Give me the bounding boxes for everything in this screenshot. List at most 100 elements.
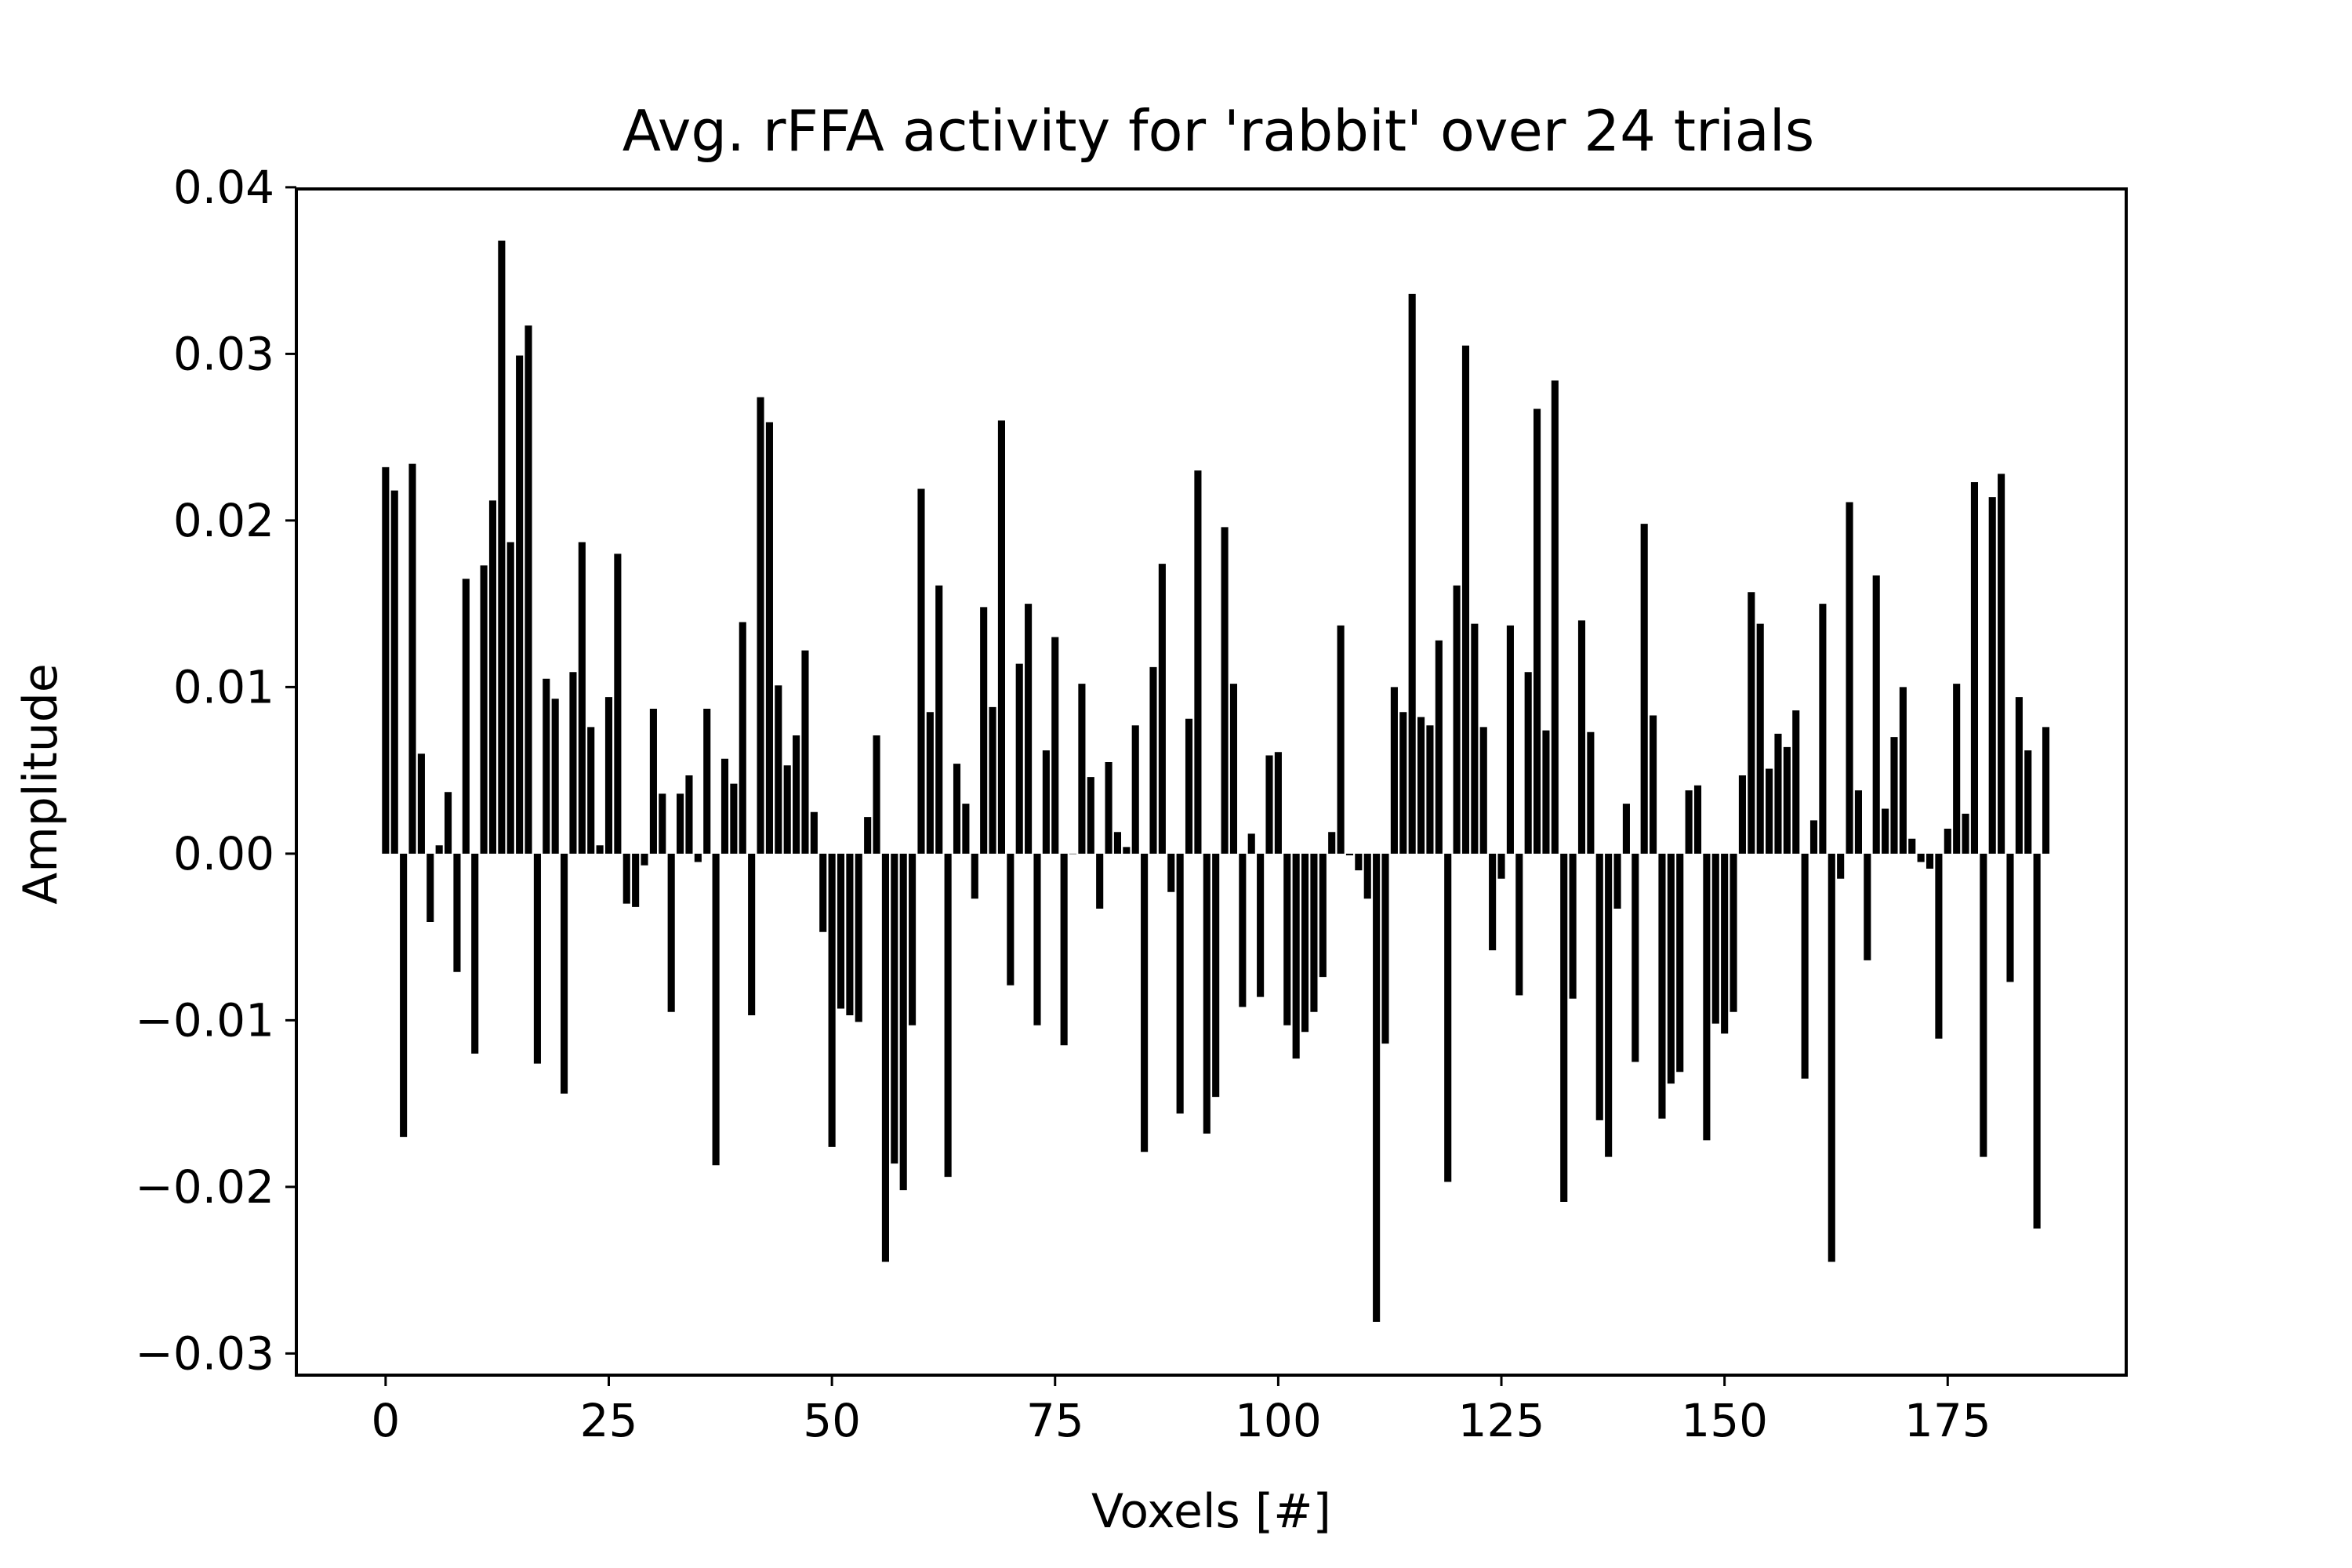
bar-voxel-118 <box>1435 640 1443 854</box>
x-tick-label: 50 <box>803 1394 861 1447</box>
bar-voxel-98 <box>1257 853 1265 997</box>
bar-voxel-167 <box>1872 575 1880 854</box>
bar-voxel-155 <box>1766 768 1773 854</box>
bar-voxel-87 <box>1158 564 1166 854</box>
bar-voxel-51 <box>837 853 845 1009</box>
bar-voxel-33 <box>677 793 684 854</box>
bar-voxel-16 <box>524 325 532 854</box>
bar-voxel-40 <box>739 622 746 854</box>
bar-voxel-68 <box>989 706 996 854</box>
bar-voxel-166 <box>1864 853 1871 960</box>
bar-voxel-135 <box>1587 731 1595 854</box>
bar-voxel-181 <box>1998 474 2005 854</box>
bar-voxel-28 <box>632 853 640 907</box>
bar-voxel-156 <box>1774 733 1782 854</box>
bar-voxel-134 <box>1577 620 1586 854</box>
bar-voxel-76 <box>1060 853 1068 1046</box>
x-tick-label: 25 <box>580 1394 638 1447</box>
bar-voxel-66 <box>971 853 978 899</box>
bar-voxel-73 <box>1033 853 1041 1025</box>
bar-voxel-67 <box>980 607 988 854</box>
bar-voxel-78 <box>1078 684 1086 854</box>
bar-voxel-137 <box>1605 853 1613 1157</box>
bar-voxel-22 <box>578 542 586 854</box>
bar-voxel-75 <box>1051 637 1059 854</box>
bar-voxel-133 <box>1569 853 1577 999</box>
bar-voxel-57 <box>891 853 898 1164</box>
bar-voxel-61 <box>926 712 934 854</box>
bar-voxel-115 <box>1408 293 1416 854</box>
bar-voxel-1 <box>390 490 398 854</box>
bar-voxel-131 <box>1551 380 1559 854</box>
bar-voxel-5 <box>426 853 434 922</box>
bar-voxel-164 <box>1846 502 1853 854</box>
bar-voxel-129 <box>1534 408 1541 854</box>
bar-voxel-23 <box>587 727 595 854</box>
bar-voxel-176 <box>1953 684 1961 854</box>
bar-voxel-150 <box>1721 853 1729 1034</box>
bar-voxel-151 <box>1730 853 1737 1012</box>
bar-voxel-168 <box>1882 808 1889 854</box>
bar-voxel-154 <box>1756 623 1764 854</box>
bar-voxel-43 <box>765 422 773 854</box>
bar-voxel-62 <box>935 585 943 854</box>
bar-voxel-148 <box>1703 853 1711 1141</box>
bar-voxel-35 <box>694 853 702 862</box>
bar-voxel-85 <box>1141 853 1149 1152</box>
bar-voxel-173 <box>1926 853 1934 869</box>
bar-voxel-39 <box>730 783 738 854</box>
bar-voxel-60 <box>917 488 925 854</box>
x-tick-label: 125 <box>1458 1394 1545 1447</box>
bar-voxel-52 <box>846 853 854 1015</box>
bar-voxel-2 <box>400 853 408 1138</box>
bar-voxel-149 <box>1711 853 1719 1024</box>
bar-voxel-80 <box>1096 853 1104 909</box>
bar-voxel-81 <box>1105 762 1112 854</box>
bar-voxel-56 <box>881 853 889 1262</box>
bar-voxel-11 <box>480 565 488 854</box>
bar-voxel-18 <box>543 678 550 854</box>
bar-voxel-97 <box>1247 833 1255 854</box>
bar-voxel-48 <box>810 811 818 854</box>
bar-voxel-179 <box>1980 853 1987 1157</box>
bar-voxel-38 <box>720 758 729 854</box>
bar-voxel-114 <box>1399 712 1407 854</box>
x-tick-label: 100 <box>1235 1394 1322 1447</box>
bar-voxel-109 <box>1355 853 1363 871</box>
y-tick-label: 0.00 <box>173 827 274 880</box>
bar-voxel-65 <box>962 804 970 854</box>
bar-voxel-184 <box>2024 750 2032 854</box>
bar-voxel-46 <box>793 735 800 854</box>
bar-voxel-15 <box>516 355 524 854</box>
bar-voxel-88 <box>1167 853 1175 892</box>
bar-voxel-162 <box>1828 853 1835 1262</box>
bar-voxel-117 <box>1426 725 1434 854</box>
bar-voxel-90 <box>1185 718 1193 854</box>
bar-voxel-127 <box>1515 853 1523 996</box>
bar-voxel-103 <box>1301 853 1309 1033</box>
x-tick-label: 150 <box>1681 1394 1768 1447</box>
bar-voxel-59 <box>909 853 916 1025</box>
y-axis-ticks: −0.03 −0.02 −0.01 0.00 0.01 0.02 0.03 0.04 <box>135 161 296 1380</box>
y-tick-label: 0.04 <box>173 161 274 214</box>
bar-voxel-12 <box>488 500 497 854</box>
bar-voxel-139 <box>1622 804 1630 854</box>
bar-voxel-64 <box>953 764 961 854</box>
bar-voxel-186 <box>2042 727 2050 854</box>
bar-voxel-112 <box>1381 853 1389 1044</box>
bar-voxel-3 <box>408 463 416 854</box>
bar-voxel-10 <box>471 853 479 1054</box>
bar-voxel-93 <box>1212 853 1220 1098</box>
bar-voxel-29 <box>641 853 648 866</box>
bar-voxel-126 <box>1506 625 1514 854</box>
bar-voxel-21 <box>569 672 577 854</box>
bar-voxel-122 <box>1471 623 1479 854</box>
bar-voxel-94 <box>1221 527 1229 854</box>
bar-voxel-163 <box>1837 853 1845 879</box>
bar-voxel-175 <box>1944 829 1951 854</box>
bar-voxel-110 <box>1363 853 1371 899</box>
bar-voxel-19 <box>551 699 559 854</box>
bar-voxel-24 <box>596 845 604 854</box>
bar-voxel-105 <box>1319 853 1327 978</box>
